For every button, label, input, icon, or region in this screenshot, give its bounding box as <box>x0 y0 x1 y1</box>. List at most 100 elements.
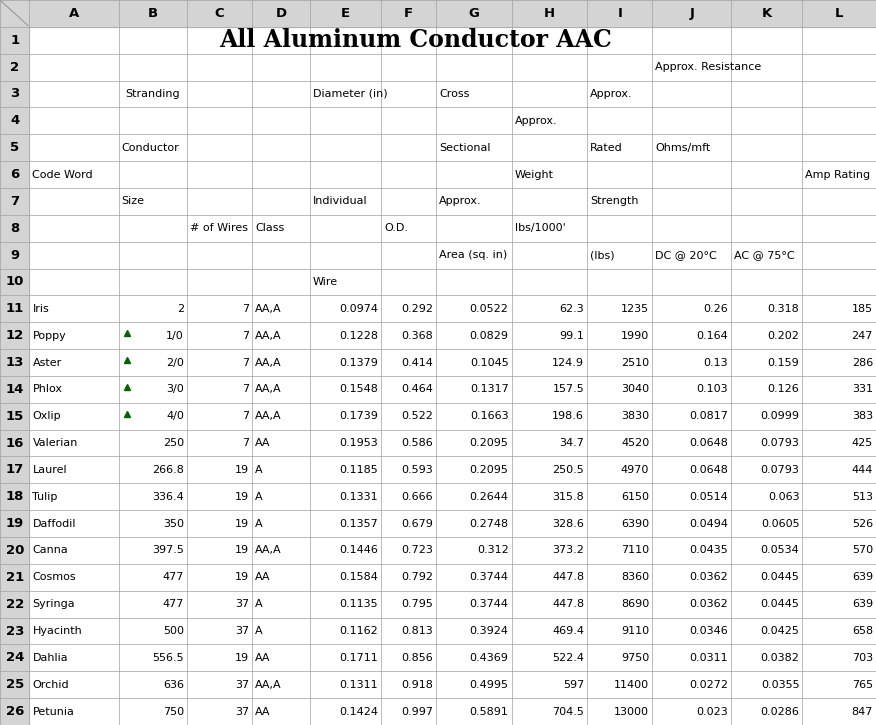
Text: Poppy: Poppy <box>32 331 67 341</box>
Text: 0.0382: 0.0382 <box>760 653 800 663</box>
Text: 0.1228: 0.1228 <box>339 331 378 341</box>
Text: 0.3744: 0.3744 <box>470 572 509 582</box>
Text: 19: 19 <box>5 517 24 530</box>
Text: A: A <box>69 7 79 20</box>
Text: Tulip: Tulip <box>32 492 58 502</box>
Text: L: L <box>835 7 844 20</box>
Text: 0.679: 0.679 <box>401 518 433 529</box>
Text: 0.063: 0.063 <box>768 492 800 502</box>
Text: 0.0435: 0.0435 <box>689 545 728 555</box>
Text: Iris: Iris <box>32 304 49 314</box>
Text: AA: AA <box>255 653 271 663</box>
Text: 597: 597 <box>563 680 584 689</box>
Text: 0.103: 0.103 <box>696 384 728 394</box>
Text: 425: 425 <box>851 438 873 448</box>
Text: 0.1739: 0.1739 <box>339 411 378 421</box>
Text: Code Word: Code Word <box>32 170 93 180</box>
Text: 4: 4 <box>11 115 19 128</box>
Text: Canna: Canna <box>32 545 68 555</box>
Text: 0.522: 0.522 <box>401 411 433 421</box>
Text: 11400: 11400 <box>614 680 649 689</box>
Text: Ohms/mft: Ohms/mft <box>655 143 710 153</box>
Text: 19: 19 <box>235 572 249 582</box>
Text: 37: 37 <box>235 599 249 609</box>
Text: A: A <box>255 492 263 502</box>
Text: 0.318: 0.318 <box>767 304 800 314</box>
Text: 0.3744: 0.3744 <box>470 599 509 609</box>
Text: 639: 639 <box>851 599 873 609</box>
Text: 447.8: 447.8 <box>552 599 584 609</box>
Text: 522.4: 522.4 <box>552 653 584 663</box>
Text: 0.2644: 0.2644 <box>470 492 509 502</box>
Text: 9750: 9750 <box>621 653 649 663</box>
Text: 0.0425: 0.0425 <box>760 626 800 636</box>
Text: 331: 331 <box>852 384 873 394</box>
Text: 1/0: 1/0 <box>166 331 184 341</box>
Text: 0.312: 0.312 <box>477 545 509 555</box>
Text: 350: 350 <box>163 518 184 529</box>
Text: 6390: 6390 <box>621 518 649 529</box>
Text: Sectional: Sectional <box>439 143 491 153</box>
Text: 7: 7 <box>242 384 249 394</box>
Text: 0.1548: 0.1548 <box>339 384 378 394</box>
Text: 397.5: 397.5 <box>152 545 184 555</box>
Text: AA,A: AA,A <box>255 331 282 341</box>
Text: 4/0: 4/0 <box>166 411 184 421</box>
Text: 383: 383 <box>851 411 873 421</box>
Text: 0.0522: 0.0522 <box>470 304 509 314</box>
Text: 0.0534: 0.0534 <box>760 545 800 555</box>
Text: Strength: Strength <box>590 196 639 207</box>
Text: 3830: 3830 <box>621 411 649 421</box>
Text: 0.0362: 0.0362 <box>689 599 728 609</box>
Text: 0.0605: 0.0605 <box>761 518 800 529</box>
Text: AA,A: AA,A <box>255 357 282 368</box>
Text: 0.1424: 0.1424 <box>339 707 378 716</box>
Text: 0.0445: 0.0445 <box>760 572 800 582</box>
Text: 447.8: 447.8 <box>552 572 584 582</box>
Text: 765: 765 <box>851 680 873 689</box>
Text: 703: 703 <box>851 653 873 663</box>
Text: Rated: Rated <box>590 143 623 153</box>
Text: 266.8: 266.8 <box>152 465 184 475</box>
Text: 0.0494: 0.0494 <box>689 518 728 529</box>
Text: 17: 17 <box>5 463 24 476</box>
Text: 157.5: 157.5 <box>553 384 584 394</box>
Text: 185: 185 <box>851 304 873 314</box>
Text: 19: 19 <box>235 545 249 555</box>
Text: 847: 847 <box>851 707 873 716</box>
Text: 0.1045: 0.1045 <box>470 357 509 368</box>
Text: 8690: 8690 <box>621 599 649 609</box>
Text: 477: 477 <box>163 572 184 582</box>
Text: 2510: 2510 <box>621 357 649 368</box>
Text: 7: 7 <box>242 411 249 421</box>
Text: AA: AA <box>255 438 271 448</box>
Text: 0.0793: 0.0793 <box>760 465 800 475</box>
Text: Weight: Weight <box>514 170 554 180</box>
Text: K: K <box>761 7 772 20</box>
Text: 0.0286: 0.0286 <box>760 707 800 716</box>
Text: H: H <box>544 7 555 20</box>
Text: 0.1663: 0.1663 <box>470 411 509 421</box>
Text: 6: 6 <box>11 168 19 181</box>
Text: 2: 2 <box>11 61 19 74</box>
Text: 0.1357: 0.1357 <box>340 518 378 529</box>
Text: 0.159: 0.159 <box>767 357 800 368</box>
Text: G: G <box>469 7 479 20</box>
Text: 7: 7 <box>11 195 19 208</box>
Text: 5: 5 <box>11 141 19 154</box>
Text: 7110: 7110 <box>621 545 649 555</box>
Text: 0.1446: 0.1446 <box>339 545 378 555</box>
Text: AA: AA <box>255 707 271 716</box>
Text: Approx. Resistance: Approx. Resistance <box>655 62 761 72</box>
Text: 0.1135: 0.1135 <box>340 599 378 609</box>
Text: # of Wires: # of Wires <box>190 223 248 233</box>
Text: Cross: Cross <box>439 89 470 99</box>
Text: 1990: 1990 <box>621 331 649 341</box>
Text: 247: 247 <box>851 331 873 341</box>
Text: 0.1331: 0.1331 <box>340 492 378 502</box>
Text: 11: 11 <box>5 302 24 315</box>
Text: 0.792: 0.792 <box>401 572 433 582</box>
Text: 0.1379: 0.1379 <box>339 357 378 368</box>
Text: 37: 37 <box>235 626 249 636</box>
Text: 0.368: 0.368 <box>401 331 433 341</box>
